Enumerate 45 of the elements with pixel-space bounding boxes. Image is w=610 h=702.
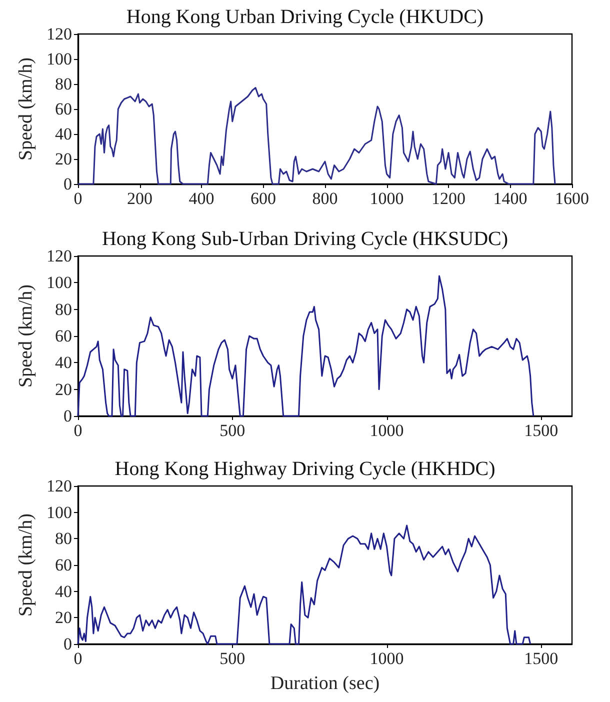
line-series [77,87,556,185]
y-axis-title: Speed (km/h) [16,514,37,616]
x-tick-label: 500 [220,649,246,668]
y-tick-label: 20 [55,150,72,168]
y-tick-label: 40 [55,582,72,601]
x-tick-label: 1400 [493,189,528,208]
y-tick-label: 20 [55,380,72,399]
y-tick-label: 120 [46,246,72,266]
y-tick-label: 40 [55,124,72,144]
y-tick-label: 0 [64,406,72,426]
y-axis-title: Speed (km/h) [16,284,37,388]
line-series [77,524,532,645]
y-tick-label: 60 [55,100,72,118]
x-tick-label: 200 [127,189,152,208]
y-tick-label: 80 [55,74,72,94]
y-tick-label: 100 [46,502,72,522]
line-series [77,275,534,417]
y-tick-label: 80 [55,300,72,319]
x-tick-label: 600 [250,189,276,208]
y-tick-label: 80 [55,529,72,548]
y-tick-label: 120 [46,24,72,44]
y-tick-label: 20 [55,608,72,628]
chart-title: Hong Kong Highway Driving Cycle (HKHDC) [114,458,496,480]
x-tick-label: 1500 [524,421,558,440]
x-tick-label: 1600 [555,189,589,208]
y-tick-label: 0 [64,174,72,194]
x-tick-label: 1500 [524,649,558,668]
x-tick-label: 800 [312,189,338,208]
chart-title: Hong Kong Urban Driving Cycle (HKUDC) [126,6,484,28]
x-tick-label: 1200 [432,189,466,208]
x-tick-label: 1000 [370,649,404,668]
y-tick-label: 60 [55,556,72,574]
x-tick-label: 1000 [370,421,404,440]
y-tick-label: 100 [46,50,72,68]
y-axis-title: Speed (km/h) [16,58,37,160]
y-tick-label: 120 [46,476,72,496]
y-tick-label: 100 [46,273,72,292]
x-tick-label: 400 [188,189,214,208]
x-tick-label: 1000 [370,189,404,208]
y-tick-label: 40 [55,353,72,372]
x-axis-title: Duration (sec) [270,673,380,694]
chart-title: Hong Kong Sub-Urban Driving Cycle (HKSUDC) [102,228,508,250]
x-tick-label: 500 [220,421,246,440]
y-tick-label: 60 [55,326,72,346]
y-tick-label: 0 [64,634,72,654]
